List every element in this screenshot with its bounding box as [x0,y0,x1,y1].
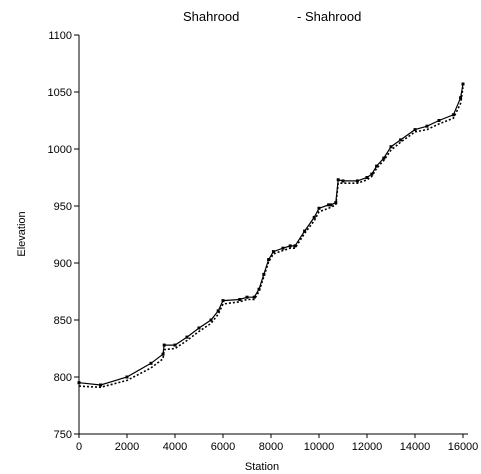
data-point [451,113,455,117]
data-point [317,206,321,210]
data-point [336,178,340,182]
data-point [238,297,242,301]
data-point [161,352,165,356]
legend: Shahrood - Shahrood [183,9,361,24]
y-tick-label: 750 [54,429,72,441]
x-tick-label: 12000 [352,441,383,453]
legend-entry-shahrood-2: - Shahrood [297,9,361,24]
data-point [341,179,345,183]
x-axis-title: Station [245,461,279,473]
data-point [221,299,225,303]
x-axis-ticks: 0 2000 4000 6000 8000 10000 12000 14000 16000 [76,434,478,453]
data-point [281,246,285,250]
x-tick-label: 16000 [448,441,479,453]
data-point [162,343,166,347]
y-tick-label: 800 [54,372,72,384]
data-point [293,244,297,248]
series-line-solid [78,83,464,386]
x-tick-label: 2000 [115,441,139,453]
y-tick-label: 950 [54,201,72,213]
data-point [245,295,249,299]
data-point [267,258,271,262]
y-tick-label: 1100 [48,30,72,42]
series-layer [77,82,465,389]
x-tick-label: 6000 [211,441,235,453]
data-point [370,172,374,176]
y-axis-ticks: 750 800 850 900 950 1000 1050 1100 [48,30,79,441]
data-point [461,82,465,86]
data-point [329,203,333,207]
axes [78,35,468,435]
y-tick-label: 1050 [48,87,72,99]
data-point [125,375,129,379]
data-point [375,164,379,168]
data-point [312,215,316,219]
y-tick-label: 900 [54,258,72,270]
data-point [425,124,429,128]
data-point [149,361,153,365]
data-point [185,335,189,339]
data-point [365,176,369,179]
x-tick-label: 14000 [400,441,431,453]
data-point [77,381,81,385]
data-point [399,138,403,142]
data-point [459,96,463,100]
data-point [216,309,220,313]
y-tick-label: 1000 [48,144,72,156]
data-point [389,145,393,149]
x-tick-label: 0 [76,441,82,453]
data-point [303,229,307,233]
data-point [437,119,441,122]
data-point [355,179,359,183]
data-point [271,250,275,254]
data-point [334,201,338,205]
series-line-dotted [78,87,464,389]
data-point [413,128,417,132]
x-tick-label: 10000 [304,441,335,453]
x-tick-label: 8000 [259,441,283,453]
x-tick-label: 4000 [163,441,187,453]
y-axis-title: Elevation [16,211,28,256]
data-point [197,326,201,330]
data-point [382,156,386,160]
y-tick-label: 850 [54,315,72,327]
data-point [99,383,103,387]
data-point [209,318,213,322]
data-point [327,203,331,207]
data-point [288,244,292,248]
data-point [173,343,177,347]
legend-entry-shahrood: Shahrood [183,9,239,24]
data-point [252,295,256,299]
